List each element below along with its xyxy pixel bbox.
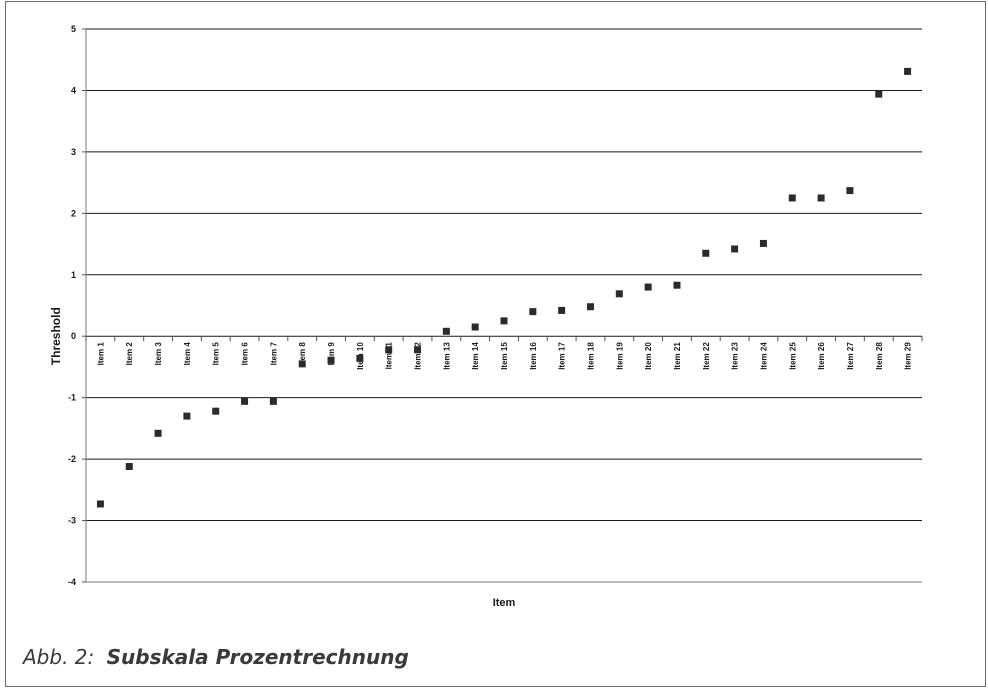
data-point	[846, 187, 854, 195]
data-point	[817, 194, 825, 202]
data-point	[759, 239, 767, 247]
x-tick-label: Item 20	[644, 342, 653, 370]
data-point	[586, 303, 594, 311]
x-tick-label: Item 18	[586, 342, 595, 370]
x-tick-label: Item 23	[731, 342, 740, 370]
data-point	[414, 346, 422, 354]
data-point	[385, 346, 393, 354]
x-tick-label: Item 22	[702, 342, 711, 370]
y-tick-label: 2	[71, 208, 76, 218]
x-tick-label: Item 9	[327, 342, 336, 366]
data-point	[615, 290, 623, 298]
data-point	[558, 306, 566, 314]
x-tick-label: Item 16	[529, 342, 538, 370]
x-tick-label: Item 1	[96, 342, 105, 366]
data-point	[673, 281, 681, 289]
x-tick-label: Item 13	[442, 342, 451, 370]
y-tick-label: -3	[68, 516, 76, 526]
data-point	[529, 308, 537, 316]
y-tick-label: 4	[71, 85, 76, 95]
data-point	[154, 429, 162, 437]
figure-frame	[5, 1, 986, 687]
x-tick-label: Item 29	[904, 342, 913, 370]
figure-caption: Abb. 2: Subskala Prozentrechnung	[23, 645, 409, 669]
data-point	[96, 500, 104, 508]
data-point	[875, 90, 883, 98]
x-tick-label: Item 4	[183, 342, 192, 366]
data-point	[125, 462, 133, 470]
data-point	[788, 194, 796, 202]
x-tick-label: Item 26	[817, 342, 826, 370]
data-point	[183, 412, 191, 420]
x-tick-label: Item 27	[846, 342, 855, 370]
x-tick-label: Item 2	[125, 342, 134, 366]
caption-title: Subskala Prozentrechnung	[106, 645, 409, 669]
y-tick-label: 3	[71, 147, 76, 157]
y-tick-label: -4	[68, 577, 76, 587]
data-point	[269, 397, 277, 405]
data-point	[298, 360, 306, 368]
x-tick-label: Item 11	[385, 342, 394, 370]
data-point	[471, 323, 479, 331]
data-point	[644, 283, 652, 291]
data-point	[731, 245, 739, 253]
data-point	[241, 397, 249, 405]
x-tick-label: Item 7	[269, 342, 278, 366]
x-tick-label: Item 17	[558, 342, 567, 370]
x-tick-label: Item 21	[673, 342, 682, 370]
data-point	[442, 327, 450, 335]
x-tick-label: Item 15	[500, 342, 509, 370]
x-tick-label: Item 5	[212, 342, 221, 366]
x-tick-label: Item 24	[759, 342, 768, 370]
y-tick-label: 5	[71, 24, 76, 34]
x-tick-label: Item 19	[615, 342, 624, 370]
x-tick-label: Item 8	[298, 342, 307, 366]
data-point	[500, 317, 508, 325]
y-axis-title: Threshold	[49, 307, 63, 365]
x-axis-title: Item	[493, 597, 516, 609]
data-point	[356, 354, 364, 362]
data-point	[327, 356, 335, 364]
y-tick-label: -1	[68, 393, 76, 403]
x-tick-label: Item 25	[788, 342, 797, 370]
x-tick-label: Item 3	[154, 342, 163, 366]
x-tick-label: Item 12	[414, 342, 423, 370]
x-tick-label: Item 28	[875, 342, 884, 370]
x-tick-label: Item 14	[471, 342, 480, 370]
data-point	[702, 249, 710, 257]
y-tick-label: 1	[71, 270, 76, 280]
y-tick-label: 0	[71, 331, 76, 341]
data-point	[212, 407, 220, 415]
x-tick-label: Item 6	[241, 342, 250, 366]
caption-label: Abb. 2:	[23, 645, 95, 669]
data-point	[904, 67, 912, 75]
y-tick-label: -2	[68, 454, 76, 464]
